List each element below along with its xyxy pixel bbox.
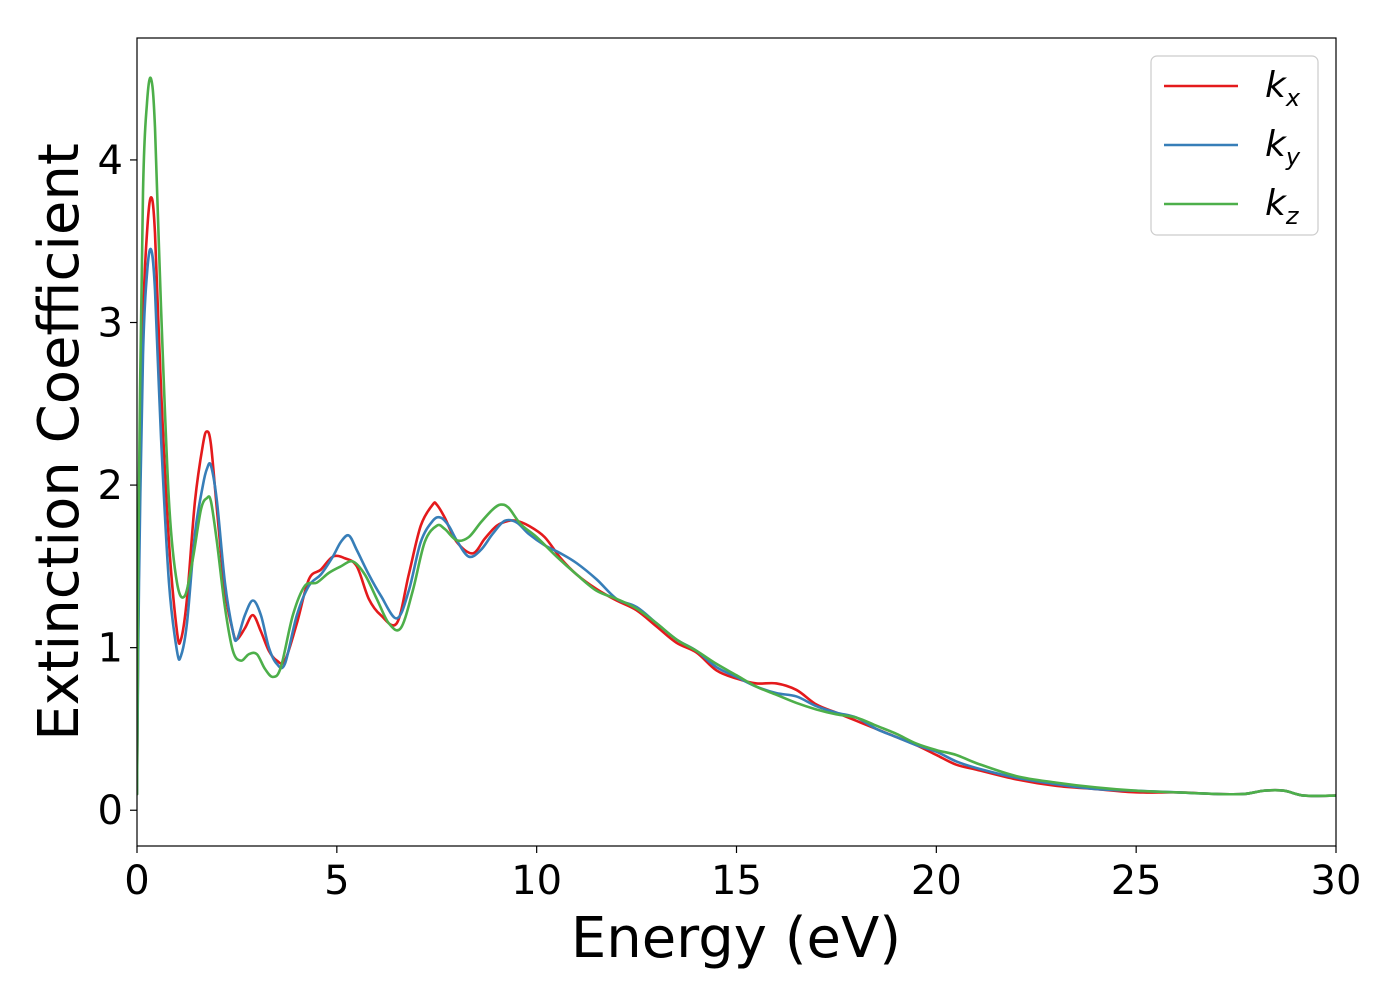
legend-label-kx: kx: [1265, 65, 1301, 112]
series-line-kx: [137, 196, 1336, 798]
x-tick-label: 30: [1311, 858, 1362, 904]
x-axis-title: Energy (eV): [571, 906, 901, 971]
legend-label-kz: kz: [1265, 183, 1300, 230]
x-tick-label: 0: [124, 858, 149, 904]
series-line-kz: [137, 76, 1336, 798]
y-tick-label: 1: [98, 626, 123, 672]
y-axis: 0 1 2 3 4: [98, 138, 137, 834]
y-tick-label: 3: [98, 301, 123, 347]
x-axis: 0 5 10 15 20 25 30: [124, 846, 1361, 904]
y-axis-title: Extinction Coefficient: [27, 143, 92, 741]
x-tick-label: 10: [511, 858, 562, 904]
y-tick-label: 4: [98, 138, 123, 184]
x-tick-label: 25: [1111, 858, 1162, 904]
legend: kx ky kz: [1150, 55, 1319, 236]
y-tick-label: 2: [98, 463, 123, 509]
x-tick-label: 5: [324, 858, 349, 904]
legend-label-ky: ky: [1265, 124, 1301, 171]
y-tick-label: 0: [98, 788, 123, 834]
series-line-ky: [137, 247, 1336, 798]
x-tick-label: 15: [711, 858, 762, 904]
series-layer: [137, 76, 1336, 798]
x-tick-label: 20: [911, 858, 962, 904]
